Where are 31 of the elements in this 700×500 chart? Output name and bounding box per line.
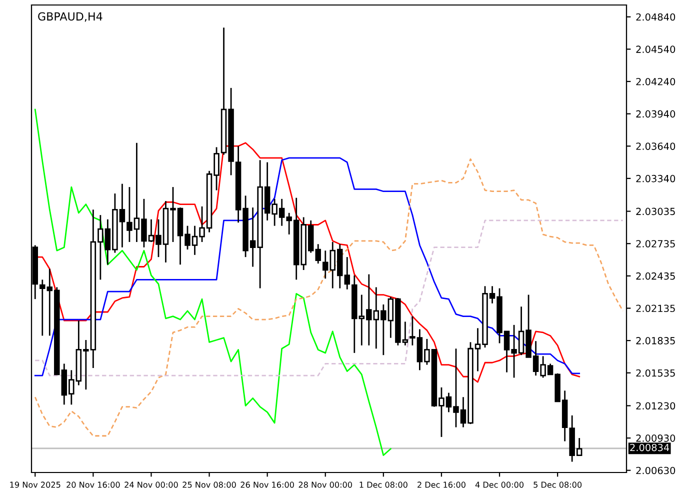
y-tick-label: 2.02435	[636, 272, 675, 280]
y-tick-label: 2.03035	[636, 208, 675, 216]
line-series	[34, 158, 624, 437]
x-tick-label: 5 Dec 08:00	[534, 482, 582, 488]
candlestick	[322, 250, 328, 280]
x-tick-label: 1 Dec 08:00	[360, 482, 408, 488]
x-tick-label: 2 Dec 16:00	[418, 482, 466, 488]
y-tick-label: 2.00630	[636, 466, 676, 474]
text: GBPAUD,H4	[38, 12, 102, 22]
line-series	[34, 108, 392, 456]
x-tick-label: 19 Nov 2025	[10, 482, 60, 488]
ref-line-label: 2.00834	[630, 444, 670, 452]
x-tick-label: 20 Nov 16:00	[66, 482, 120, 488]
y-tick-label: 2.03340	[636, 174, 676, 182]
y-tick-label: 2.01230	[636, 402, 676, 410]
x-tick-label: 28 Nov 00:00	[298, 482, 352, 488]
y-tick-label: 2.03640	[636, 142, 676, 150]
x-tick-label: 4 Dec 00:00	[475, 482, 524, 488]
y-tick-label: 2.03940	[636, 110, 676, 118]
y-tick-label: 2.02735	[636, 240, 675, 248]
y-tick-label: 2.02135	[636, 304, 675, 312]
y-tick-label: 2.04840	[636, 13, 676, 21]
line-series	[34, 220, 624, 376]
y-tick-label: 2.00930	[636, 434, 676, 442]
y-tick-label: 2.04540	[636, 46, 676, 53]
y-tick-label: 2.04240	[636, 78, 676, 86]
y-tick-label: 2.01535	[636, 369, 675, 377]
x-tick-label: 24 Nov 00:00	[124, 482, 178, 488]
x-tick-label: 25 Nov 08:00	[182, 482, 236, 488]
y-tick-label: 2.01835	[636, 337, 675, 344]
x-tick-label: 26 Nov 16:00	[240, 482, 294, 488]
